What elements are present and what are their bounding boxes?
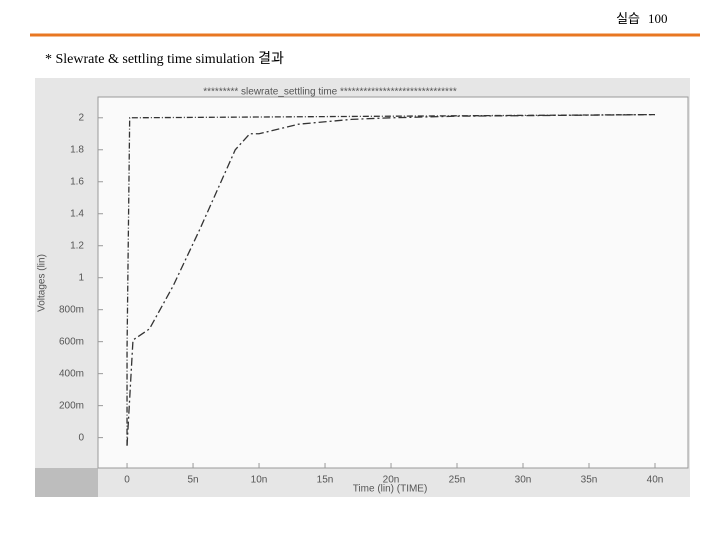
y-tick-label: 0	[78, 432, 84, 443]
scan-corner	[35, 468, 98, 497]
caption: * Slewrate & settling time simulation 결과	[45, 51, 284, 67]
y-tick-label: 1.2	[70, 240, 84, 251]
y-tick-label: 2	[78, 112, 84, 123]
series-line	[126, 113, 656, 446]
y-tick-label: 400m	[59, 368, 84, 379]
y-tick-label: 1.8	[70, 144, 84, 155]
y-tick-label: 1.4	[70, 208, 84, 219]
x-tick-label: 0	[124, 475, 130, 486]
x-tick-label: 20n	[383, 475, 400, 486]
x-tick-label: 35n	[581, 475, 598, 486]
y-tick-label: 200m	[59, 400, 84, 411]
y-tick-label: 1.6	[70, 176, 84, 187]
x-tick-label: 30n	[515, 475, 532, 486]
x-axis-label: Time (lin) (TIME)	[353, 484, 428, 495]
chart-title: ********* slewrate_settling time *******…	[203, 87, 457, 98]
x-tick-label: 25n	[449, 475, 466, 486]
y-tick-label: 600m	[59, 336, 84, 347]
y-tick-label: 800m	[59, 304, 84, 315]
plot-area	[97, 96, 689, 469]
x-tick-label: 40n	[647, 475, 664, 486]
x-tick-label: 15n	[317, 475, 334, 486]
x-tick-label: 5n	[187, 475, 198, 486]
page-number: 100	[648, 11, 668, 26]
y-tick-label: 1	[78, 272, 84, 283]
y-axis-label: Voltages (lin)	[37, 254, 48, 312]
x-tick-label: 10n	[251, 475, 268, 486]
slide-label: 실습	[616, 11, 640, 26]
